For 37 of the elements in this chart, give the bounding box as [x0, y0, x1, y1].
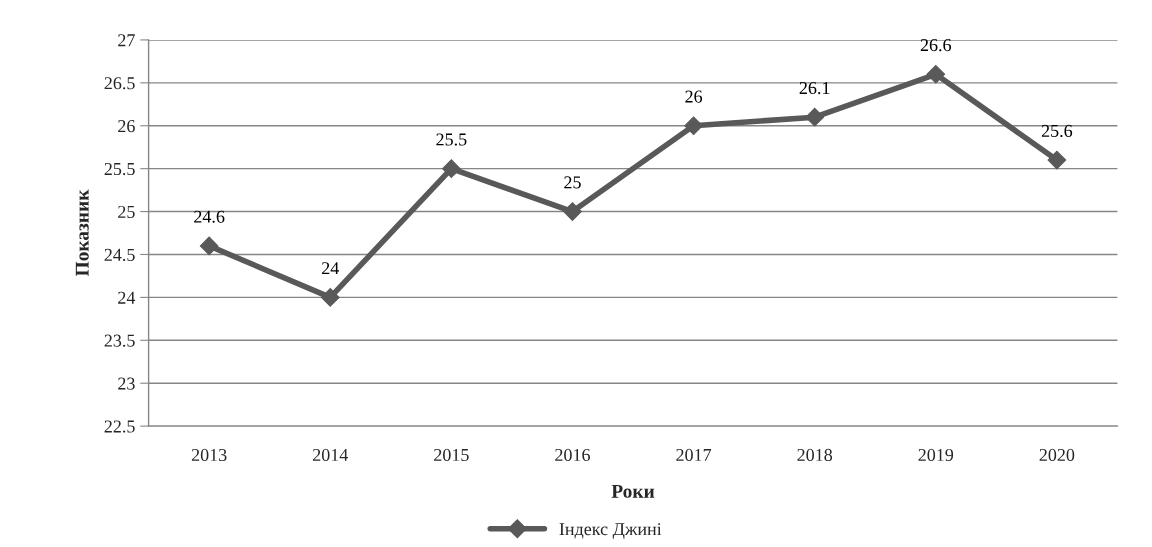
x-tick-label: 2020	[1039, 448, 1075, 462]
data-label: 25	[564, 176, 581, 189]
y-tick-label: 26	[118, 120, 135, 133]
data-label: 26.1	[799, 81, 830, 95]
y-axis-title: Показник	[75, 189, 89, 277]
x-tick-label: 2016	[555, 448, 590, 462]
y-tick-label: 22.5	[104, 420, 135, 433]
y-tick-label: 25	[118, 205, 135, 219]
legend-label: Індекс Джині	[559, 523, 662, 539]
x-tick-label: 2013	[191, 448, 227, 462]
x-tick-label: 2018	[797, 448, 833, 462]
data-label: 26	[685, 90, 703, 103]
data-label: 24	[322, 262, 340, 275]
point	[805, 107, 825, 127]
point	[199, 236, 219, 256]
x-axis-title: Роки	[611, 484, 655, 498]
point	[563, 202, 582, 221]
data-label: 26.6	[920, 39, 952, 52]
y-tick-label: 26.5	[104, 77, 135, 90]
point	[442, 159, 461, 179]
y-tick-label: 25.5	[104, 162, 135, 176]
point	[684, 116, 703, 136]
data-label: 25.5	[436, 133, 467, 146]
x-tick-label: 2014	[313, 448, 349, 462]
data-label: 24.6	[194, 210, 225, 223]
y-tick-label: 27	[118, 34, 135, 47]
point	[1047, 150, 1067, 170]
y-tick-label: 23	[118, 377, 135, 390]
y-tick-label: 23.5	[104, 334, 135, 347]
point	[320, 288, 340, 307]
x-tick-label: 2017	[676, 448, 712, 462]
y-tick-label: 24.5	[104, 248, 135, 261]
x-tick-label: 2015	[434, 448, 469, 462]
y-tick-label: 24	[118, 291, 136, 304]
data-label: 25.6	[1041, 124, 1073, 138]
point	[926, 64, 946, 84]
x-tick-label: 2019	[918, 448, 954, 462]
